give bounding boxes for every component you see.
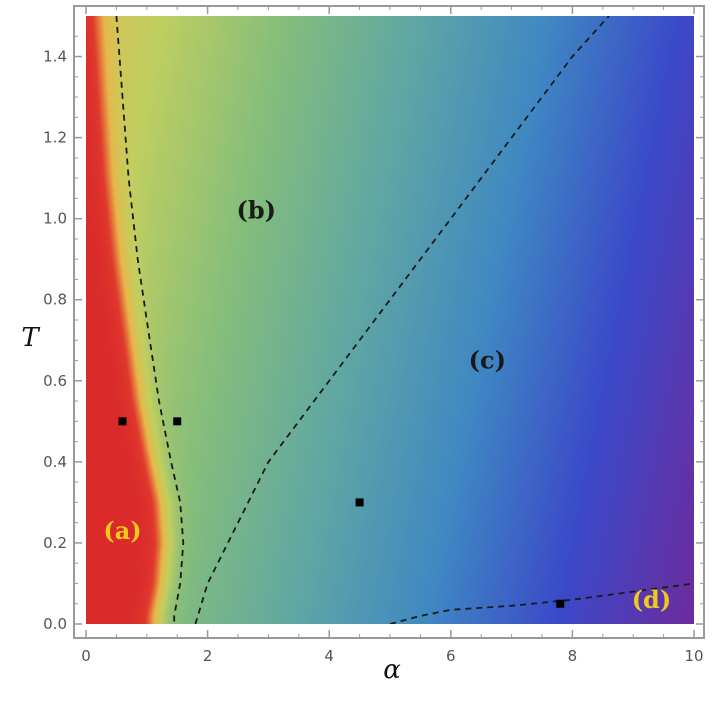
x-tick-label: 0 bbox=[81, 647, 91, 665]
x-tick-label: 6 bbox=[446, 647, 456, 665]
y-tick-label: 0.6 bbox=[43, 372, 67, 390]
boundary-a-b bbox=[115, 16, 185, 624]
y-tick-label: 1.0 bbox=[43, 210, 67, 228]
y-tick-label: 0.2 bbox=[43, 534, 67, 552]
marker-1 bbox=[118, 417, 127, 426]
phase-boundaries bbox=[115, 16, 694, 624]
heatmap-canvas bbox=[86, 16, 694, 624]
y-axis-ticks: 0.0 0.2 0.4 0.6 0.8 1.0 1.2 1.4 bbox=[43, 35, 704, 633]
boundary-b-c bbox=[194, 16, 610, 624]
x-tick-label: 8 bbox=[568, 647, 578, 665]
x-axis-label: α bbox=[383, 655, 401, 685]
y-tick-label: 0.0 bbox=[43, 615, 67, 633]
marker-4 bbox=[556, 599, 565, 608]
x-tick-label: 4 bbox=[324, 647, 334, 665]
region-label-c: (c) bbox=[469, 346, 506, 375]
boundary-c-d bbox=[389, 582, 694, 624]
x-tick-label: 10 bbox=[684, 647, 703, 665]
data-markers bbox=[118, 417, 565, 608]
y-tick-label: 1.2 bbox=[43, 129, 67, 147]
marker-3 bbox=[355, 498, 364, 507]
y-tick-label: 0.4 bbox=[43, 453, 67, 471]
y-axis-label: T bbox=[21, 323, 40, 353]
marker-2 bbox=[173, 417, 182, 426]
plot-frame bbox=[73, 5, 705, 639]
y-tick-label: 0.8 bbox=[43, 291, 67, 309]
region-label-d: (d) bbox=[632, 585, 672, 614]
region-label-b: (b) bbox=[236, 196, 276, 225]
region-label-a: (a) bbox=[103, 516, 141, 545]
x-tick-label: 2 bbox=[203, 647, 213, 665]
region-labels: (a) (b) (c) (d) bbox=[103, 196, 671, 614]
y-tick-label: 1.4 bbox=[43, 48, 67, 66]
x-axis-ticks: 0 2 4 6 8 10 bbox=[81, 6, 704, 665]
